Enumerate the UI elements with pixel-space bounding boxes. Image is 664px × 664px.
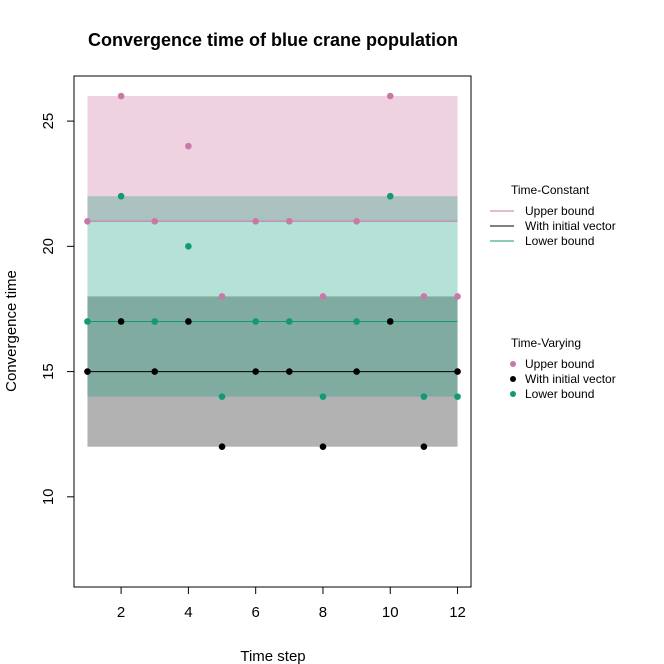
point-upper-bound (84, 217, 91, 225)
x-tick-label: 4 (184, 604, 192, 621)
x-axis: 2 4 6 8 10 12 (117, 586, 466, 621)
point-upper-bound (420, 293, 428, 300)
point-upper-bound (319, 293, 327, 300)
point-lower-bound (420, 393, 428, 400)
point-upper-bound (151, 217, 159, 225)
y-axis: 10 15 20 25 (40, 113, 75, 505)
point-with-initial-vector (252, 368, 259, 375)
legend-title: Time-Varying (511, 336, 581, 350)
band-lower-bound (87, 196, 458, 397)
legend-entry-label: Lower bound (525, 234, 594, 248)
point-with-initial-vector (420, 443, 428, 451)
point-lower-bound (286, 318, 293, 325)
band-upper-bound (87, 96, 458, 222)
x-tick-label: 2 (117, 604, 125, 621)
x-tick-label: 12 (449, 604, 466, 621)
point-lower-bound (353, 318, 360, 325)
point-lower-bound (319, 393, 327, 400)
point-lower-bound (84, 318, 91, 325)
y-tick-label: 15 (40, 363, 57, 380)
point-upper-bound (454, 293, 461, 300)
legend-entry-label: Lower bound (525, 387, 594, 401)
constant-lines-layer (87, 220, 458, 373)
point-with-initial-vector (454, 368, 461, 375)
legend-entry-label: With initial vector (525, 372, 616, 386)
chart-title: Convergence time of blue crane populatio… (88, 30, 458, 50)
y-tick-label: 20 (40, 238, 57, 255)
x-axis-label: Time step (240, 648, 305, 664)
y-axis-label: Convergence time (3, 270, 20, 392)
bands-layer (87, 96, 458, 447)
point-upper-bound (218, 293, 226, 300)
point-lower-bound (252, 318, 259, 325)
point-with-initial-vector (117, 318, 125, 325)
point-with-initial-vector (185, 318, 192, 325)
point-upper-bound (185, 142, 192, 150)
point-lower-bound (151, 318, 159, 325)
point-upper-bound (386, 92, 394, 100)
point-upper-bound (286, 217, 293, 225)
point-with-initial-vector (286, 368, 293, 375)
point-with-initial-vector (353, 368, 360, 375)
legend-point-swatch (510, 361, 516, 367)
legend-point-swatch (510, 391, 516, 397)
point-lower-bound (218, 393, 226, 400)
legend-entry-label: Upper bound (525, 204, 594, 218)
legend-title: Time-Constant (511, 183, 590, 197)
point-lower-bound (386, 192, 394, 200)
legend-entry-label: Upper bound (525, 357, 594, 371)
y-tick-label: 10 (40, 488, 57, 505)
point-lower-bound (185, 243, 192, 250)
legend-entry-label: With initial vector (525, 219, 616, 233)
point-with-initial-vector (386, 318, 394, 325)
point-upper-bound (117, 92, 125, 100)
point-upper-bound (353, 217, 360, 225)
point-with-initial-vector (84, 368, 91, 375)
point-with-initial-vector (151, 368, 159, 375)
y-tick-label: 25 (40, 113, 57, 130)
point-upper-bound (252, 217, 259, 225)
point-lower-bound (454, 393, 461, 400)
x-tick-label: 8 (319, 604, 327, 621)
point-with-initial-vector (218, 443, 226, 451)
legend-point-swatch (510, 376, 516, 382)
x-tick-label: 10 (382, 604, 399, 621)
points-layer (84, 92, 461, 451)
x-tick-label: 6 (252, 604, 260, 621)
point-lower-bound (117, 192, 125, 200)
point-with-initial-vector (319, 443, 327, 451)
